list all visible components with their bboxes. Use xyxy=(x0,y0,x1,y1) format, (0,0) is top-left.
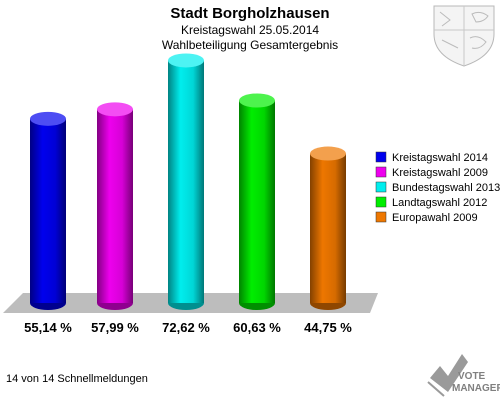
bar-body xyxy=(239,100,275,304)
legend-label: Landtagswahl 2012 xyxy=(392,197,487,209)
legend: Kreistagswahl 2014 Kreistagswahl 2009 Bund… xyxy=(375,151,500,224)
footer-status: 14 von 14 Schnellmeldungen xyxy=(6,373,148,385)
legend-label: Bundestagswahl 2013 xyxy=(392,182,500,194)
legend-label: Europawahl 2009 xyxy=(392,212,478,224)
bar-body xyxy=(30,118,66,303)
votemanager-logo: VOTE MANAGER xyxy=(427,354,500,397)
bar xyxy=(310,146,346,310)
bar xyxy=(168,53,204,310)
bar xyxy=(30,111,66,310)
legend-swatch xyxy=(375,211,387,223)
chart-subtitle-2: Wahlbeteiligung Gesamtergebnis xyxy=(162,38,338,52)
bar-top xyxy=(168,53,204,68)
bar-top xyxy=(239,93,275,108)
chart-subtitle: Kreistagswahl 25.05.2014 xyxy=(181,23,319,37)
bar xyxy=(97,102,133,310)
value-label: 60,63 % xyxy=(233,320,281,335)
legend-label: Kreistagswahl 2014 xyxy=(392,152,488,164)
bar-top xyxy=(310,146,346,161)
coat-of-arms-icon xyxy=(433,5,495,67)
value-label: 72,62 % xyxy=(162,320,210,335)
bar-body xyxy=(310,153,346,303)
logo-line1: VOTE xyxy=(458,371,486,382)
legend-swatch xyxy=(375,151,387,163)
votemanager-check-icon xyxy=(427,354,468,397)
chart-title: Stadt Borgholzhausen xyxy=(170,5,329,22)
bar-body xyxy=(168,60,204,303)
legend-swatch xyxy=(375,196,387,208)
bar-body xyxy=(97,109,133,303)
logo-line2: MANAGER xyxy=(452,383,500,394)
legend-swatch xyxy=(375,166,387,178)
value-label: 55,14 % xyxy=(24,320,72,335)
bar-top xyxy=(30,111,66,126)
bar-top xyxy=(97,102,133,117)
bar xyxy=(239,93,275,310)
value-label: 57,99 % xyxy=(91,320,139,335)
value-label: 44,75 % xyxy=(304,320,352,335)
legend-swatch xyxy=(375,181,387,193)
legend-label: Kreistagswahl 2009 xyxy=(392,167,488,179)
